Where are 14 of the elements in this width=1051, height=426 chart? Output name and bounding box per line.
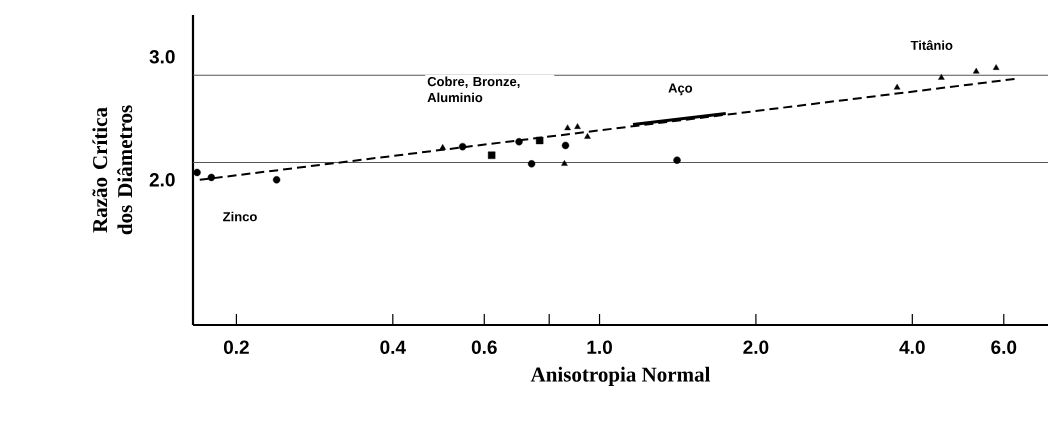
annotation: Zinco bbox=[223, 211, 257, 222]
annotation: Cobre, Bronze, Aluminio bbox=[427, 76, 520, 103]
x-tick-label: 1.0 bbox=[587, 340, 612, 354]
y-tick-label: 3.0 bbox=[149, 50, 175, 64]
x-tick-label: 0.4 bbox=[380, 340, 406, 354]
x-axis-title: Anisotropia Normal bbox=[530, 366, 711, 386]
annotation: Aço bbox=[668, 83, 693, 96]
x-tick-label: 6.0 bbox=[991, 340, 1017, 354]
y-axis-title: Razão Crítica dos Diâmetros bbox=[92, 105, 133, 235]
annotation: Titânio bbox=[910, 40, 953, 50]
x-tick-label: 4.0 bbox=[899, 340, 925, 354]
x-tick-label: 0.2 bbox=[223, 340, 249, 354]
x-tick-label: 0.6 bbox=[471, 340, 497, 354]
x-tick-label: 2.0 bbox=[743, 340, 769, 354]
